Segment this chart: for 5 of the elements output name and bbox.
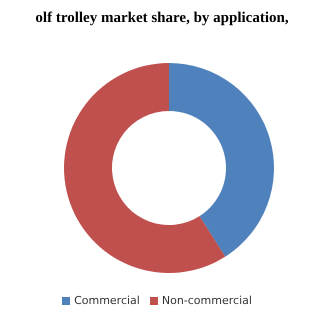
donut-slice (64, 63, 226, 273)
legend-label: Non-commercial (162, 294, 252, 307)
legend-label: Commercial (74, 294, 140, 307)
chart-title: olf trolley market share, by application, (34, 10, 290, 27)
donut-slice (169, 63, 274, 257)
